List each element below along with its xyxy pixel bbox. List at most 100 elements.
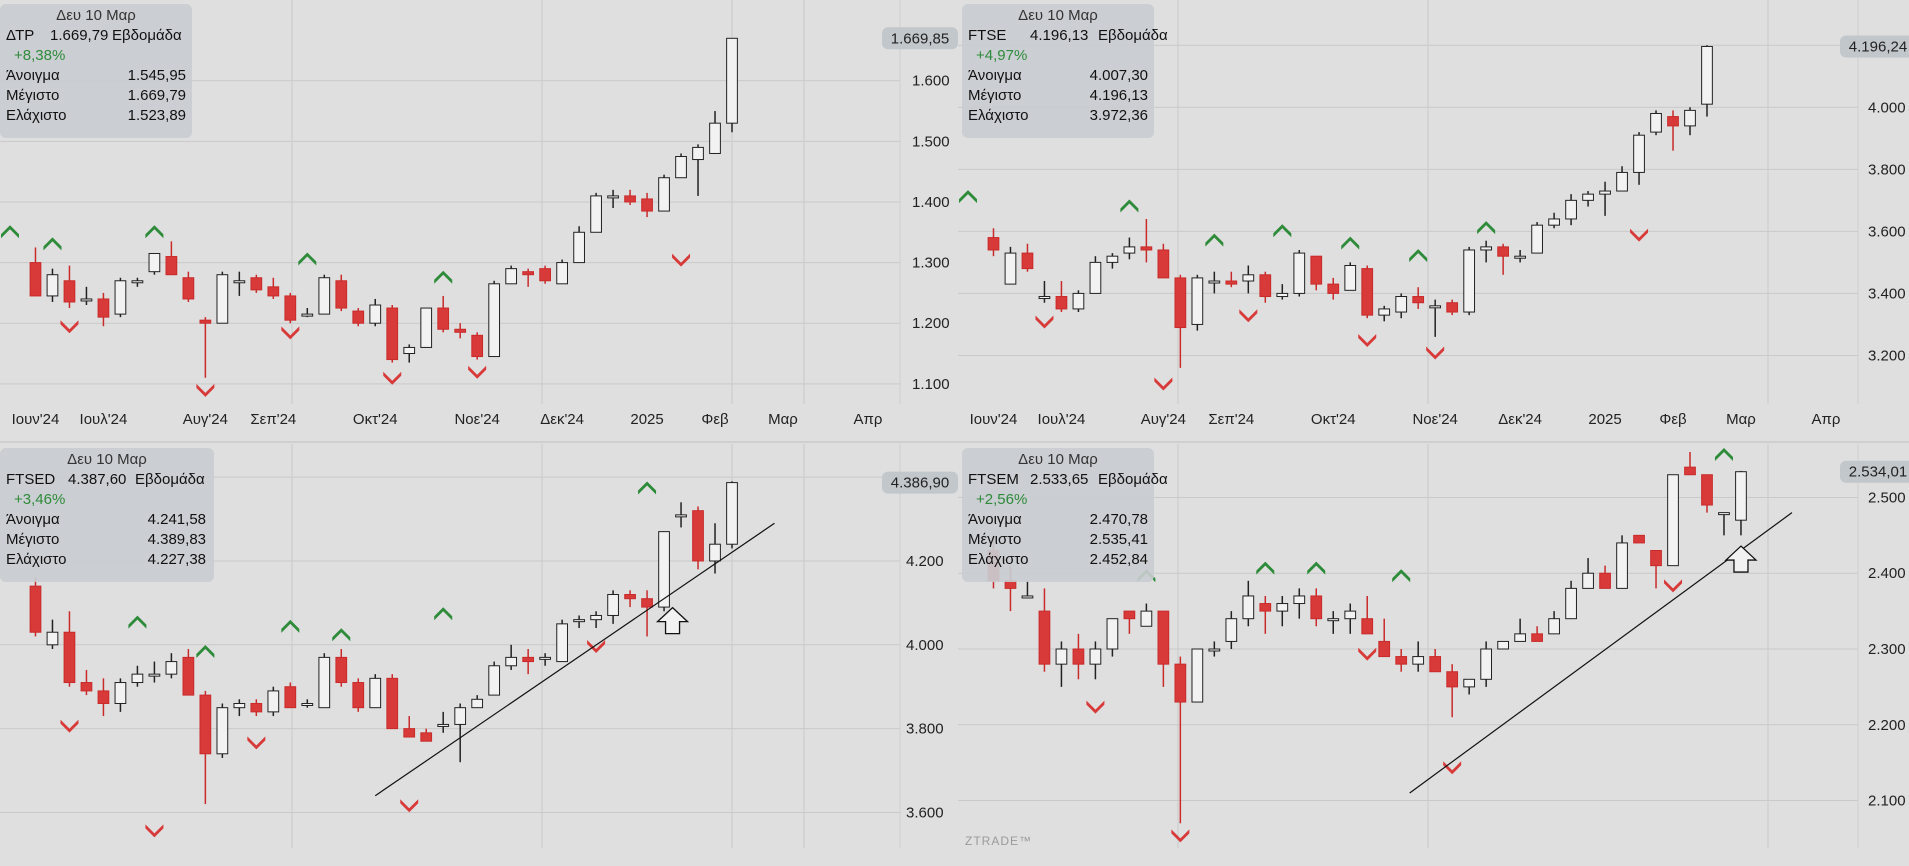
info-row-value: 2.452,84 (1090, 551, 1148, 568)
candle-body (114, 682, 127, 704)
arrow-up-icon (1724, 545, 1758, 573)
last-price-tag (882, 471, 958, 494)
candle (1718, 512, 1730, 536)
candle (318, 274, 331, 315)
candle (1446, 664, 1459, 718)
x-tick-label: Σεπ'24 (250, 411, 296, 428)
candle (1633, 534, 1645, 544)
candle-body (539, 268, 552, 282)
candle (352, 308, 365, 327)
candle-body (1225, 618, 1238, 642)
signal-down-icon (587, 640, 606, 653)
signal-down-icon (281, 326, 300, 340)
info-row-label: Άνοιγμα (968, 511, 1022, 528)
last-price-label: 2.534,01 (1849, 464, 1907, 481)
candle-body (267, 286, 280, 297)
candle (1667, 474, 1679, 567)
candle-body (420, 732, 433, 742)
candle-body (1599, 572, 1611, 589)
chart-panel-ftsem: 2.500 2.400 2.300 2.200 2.100 2.534,01 Δευ 10 … (958, 444, 1909, 848)
signal-up-icon (434, 270, 453, 284)
candle-body (1446, 671, 1459, 688)
candle (80, 286, 93, 306)
candle-body (1548, 218, 1560, 226)
candle (726, 37, 738, 133)
candle-body (1055, 648, 1068, 665)
candle (250, 699, 263, 717)
candle-body (1140, 246, 1153, 251)
candle-body (403, 728, 416, 738)
candle (63, 265, 76, 309)
info-row-label: Άνοιγμα (6, 67, 60, 84)
candle-body (1327, 618, 1340, 622)
candle (1191, 648, 1204, 703)
candle-body (199, 319, 212, 324)
candle (1548, 611, 1560, 635)
candle-body (1191, 277, 1204, 325)
signal-up-icon (1477, 221, 1496, 235)
candle-body (454, 707, 467, 725)
candle (437, 711, 450, 733)
candle (1684, 107, 1696, 136)
y-tick-label: 3.600 (906, 804, 944, 821)
candle (1174, 656, 1187, 824)
candle (1293, 249, 1306, 297)
candle-body (301, 702, 314, 706)
candle (131, 665, 144, 687)
chart-panel-ftse: 4.2004.0003.8003.6003.4003.200Ιουν'24Ιου… (958, 0, 1909, 428)
candle-body (471, 698, 484, 709)
candle-body (63, 280, 76, 303)
candle (1157, 243, 1170, 279)
signal-down-icon (1664, 579, 1683, 593)
candle-body (607, 594, 619, 616)
candle (1242, 265, 1255, 294)
candle-body (1106, 255, 1119, 263)
candle-body (352, 682, 365, 709)
signal-up-icon (281, 619, 300, 633)
candle (403, 716, 416, 738)
candle-body (1174, 277, 1187, 329)
y-tick-label: 1.600 (912, 73, 950, 90)
candle-body (1480, 648, 1493, 680)
candle (1582, 191, 1594, 207)
signal-up-icon (1, 225, 19, 239)
candle (1565, 194, 1577, 226)
candle-body (63, 631, 76, 684)
candle-body (658, 531, 670, 608)
candle (692, 144, 704, 196)
candle-body (403, 346, 416, 355)
info-box-bg (962, 4, 1154, 138)
candle (1480, 641, 1493, 687)
candle (1548, 212, 1560, 229)
candle-body (233, 702, 246, 709)
signal-up-icon (959, 190, 977, 204)
candle-body (1531, 633, 1543, 642)
candle (1735, 470, 1747, 536)
x-tick-label: Ιουν'24 (970, 411, 1018, 428)
candle (1565, 580, 1577, 620)
candle (488, 661, 501, 696)
signal-down-icon (1239, 309, 1258, 323)
last-price-label: 4.386,90 (891, 475, 949, 492)
signal-down-icon (60, 719, 79, 733)
y-tick-label: 1.400 (912, 194, 950, 211)
x-tick-label: Απρ (1811, 411, 1840, 428)
candle (709, 523, 721, 574)
candle (437, 295, 450, 333)
candle-body (1548, 618, 1560, 635)
candle (318, 653, 331, 709)
info-change: +2,56% (976, 491, 1027, 508)
candle (386, 674, 399, 730)
signal-up-icon (434, 607, 453, 621)
candle-body (1684, 466, 1696, 476)
candle (1463, 678, 1476, 695)
candle (199, 317, 212, 378)
signal-up-icon (1392, 569, 1411, 583)
info-date: Δευ 10 Μαρ (1018, 451, 1098, 468)
signal-up-icon (1205, 233, 1224, 247)
candle (1259, 595, 1272, 634)
candle (505, 265, 518, 285)
candle (182, 271, 195, 302)
candle (1123, 237, 1136, 260)
